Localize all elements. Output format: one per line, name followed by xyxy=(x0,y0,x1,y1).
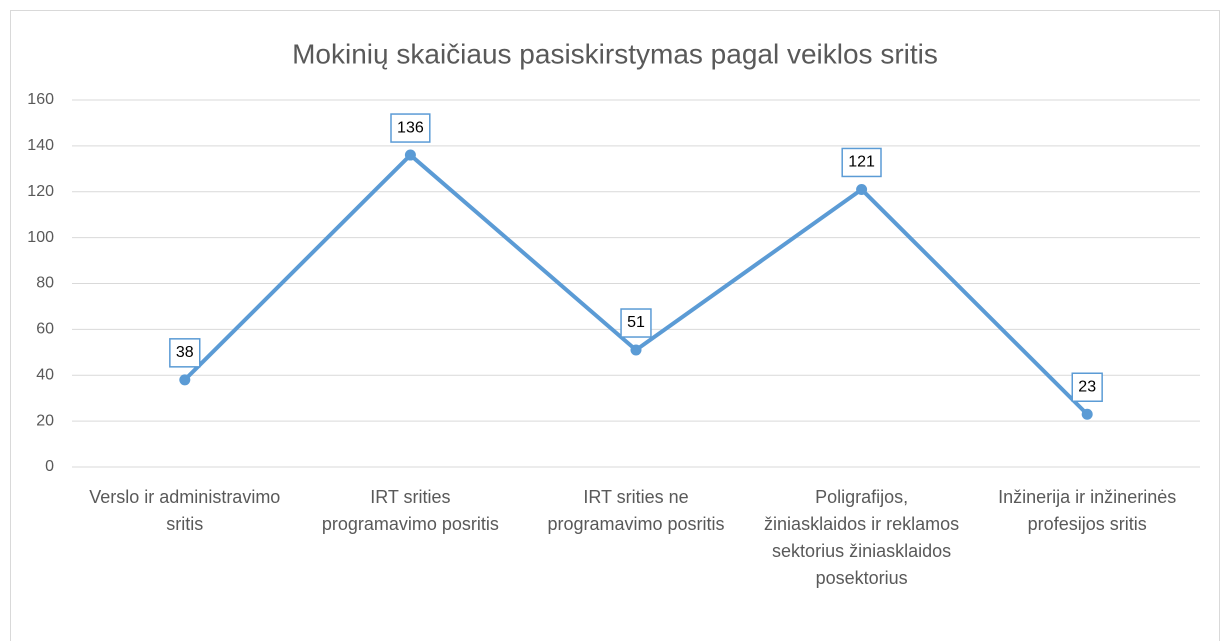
data-label: 136 xyxy=(397,119,424,136)
data-label-box xyxy=(1071,372,1103,402)
y-tick-label: 80 xyxy=(36,275,54,292)
point xyxy=(179,374,191,386)
y-tick-label: 60 xyxy=(36,321,54,338)
data-label: 38 xyxy=(176,344,194,361)
y-tick-label: 140 xyxy=(27,137,54,154)
point xyxy=(404,149,416,161)
data-label: 51 xyxy=(627,314,645,331)
data-label-box xyxy=(620,308,652,338)
data-label: 121 xyxy=(848,154,875,171)
data-label-box xyxy=(390,113,431,143)
x-tick-label: Inžinerija ir inžinerinės profesijos sri… xyxy=(998,487,1177,534)
x-tick-label: Poligrafijos, žiniasklaidos ir reklamos … xyxy=(764,487,960,588)
data-label-box xyxy=(169,338,201,368)
data-label-box xyxy=(841,147,882,178)
y-tick-label: 100 xyxy=(27,229,54,246)
y-tick-label: 0 xyxy=(45,458,54,475)
chart-title: Mokinių skaičiaus pasiskirstymas pagal v… xyxy=(292,38,938,69)
point xyxy=(630,344,642,356)
y-tick-label: 20 xyxy=(36,412,54,429)
y-tick-label: 160 xyxy=(27,91,54,108)
data-label: 23 xyxy=(1078,378,1096,395)
y-tick-label: 40 xyxy=(36,366,54,383)
point xyxy=(1081,408,1093,420)
y-tick-label: 120 xyxy=(27,183,54,200)
chart-border xyxy=(10,10,1220,641)
x-tick-label: Verslo ir administravimo sritis xyxy=(89,487,281,534)
point xyxy=(856,183,868,195)
x-tick-label: IRT srities programavimo posritis xyxy=(321,487,499,534)
x-tick-label: IRT srities ne programavimo posritis xyxy=(547,487,725,534)
